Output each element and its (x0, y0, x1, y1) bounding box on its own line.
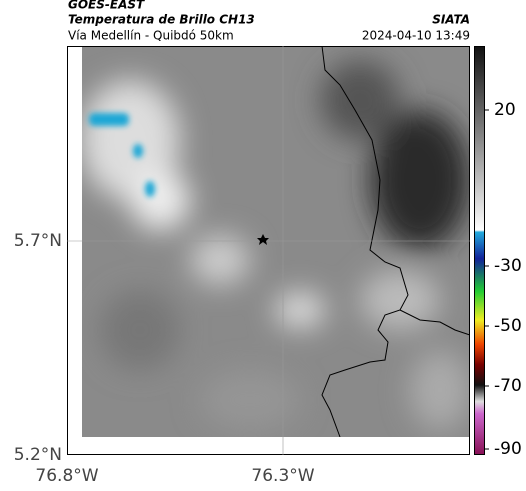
satellite-image (82, 46, 470, 437)
y-tick-label: 5.7°N (14, 231, 62, 251)
colorbar-tick-label: -90 (494, 439, 522, 459)
datetime: 2024-04-10 13:49 (362, 29, 470, 43)
map-frame (67, 46, 470, 455)
location-marker (257, 234, 269, 245)
x-tick-label: 76.8°W (35, 466, 98, 486)
colorbar-tick-label: -50 (494, 316, 522, 336)
x-tick-label: 76.3°W (251, 466, 314, 486)
route: Vía Medellín - Quibdó 50km (68, 29, 234, 43)
y-tick-label: 5.2°N (14, 445, 62, 465)
colorbar-tick-label: -30 (494, 256, 522, 276)
source: GOES-EAST (68, 0, 145, 12)
colorbar (474, 46, 485, 455)
title: Temperatura de Brillo CH13 (68, 13, 255, 27)
org: SIATA (432, 13, 470, 27)
colorbar-tick-label: 20 (494, 100, 516, 120)
colorbar-ticks (484, 109, 489, 450)
colorbar-tick-label: -70 (494, 376, 522, 396)
